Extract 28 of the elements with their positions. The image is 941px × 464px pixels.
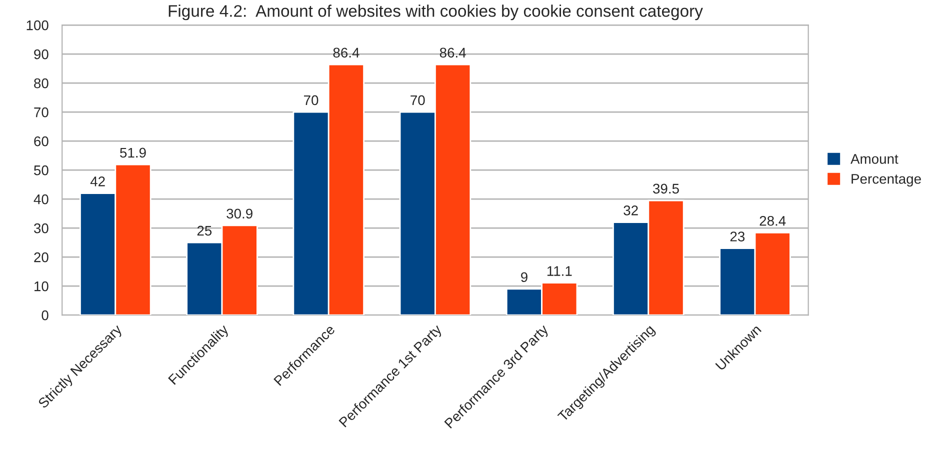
data-label: 28.4 — [760, 216, 786, 226]
data-label: 32 — [624, 206, 638, 216]
data-label: 11.1 — [547, 266, 572, 276]
y-tick-label: 20 — [34, 252, 48, 262]
y-tick-label: 100 — [26, 20, 48, 30]
data-label: 51.9 — [120, 148, 146, 158]
y-tick-label: 40 — [34, 194, 48, 204]
data-label: 9 — [521, 272, 528, 282]
data-label: 42 — [90, 176, 105, 186]
data-label: 30.9 — [226, 208, 252, 219]
data-label: 25 — [197, 226, 212, 236]
data-label: 39.5 — [653, 184, 679, 194]
y-tick-label: 60 — [34, 136, 48, 146]
data-label: 86.4 — [440, 48, 466, 58]
chart-title: Figure 4.2: Amount of websites with cookies by cookie consent category — [168, 4, 703, 20]
y-tick-label: 90 — [34, 49, 48, 60]
data-label: 70 — [304, 95, 318, 106]
y-tick-label: 50 — [34, 165, 48, 176]
y-tick-label: 10 — [34, 281, 48, 292]
y-tick-label: 80 — [34, 78, 48, 88]
data-label: 70 — [410, 95, 425, 106]
data-label: 23 — [730, 232, 745, 242]
legend-label: Percentage — [852, 174, 921, 187]
y-tick-label: 70 — [34, 107, 48, 118]
data-label: 86.4 — [333, 48, 360, 58]
legend-label: Amount — [850, 154, 898, 164]
y-tick-label: 30 — [34, 223, 48, 234]
y-tick-label: 0 — [42, 310, 48, 320]
